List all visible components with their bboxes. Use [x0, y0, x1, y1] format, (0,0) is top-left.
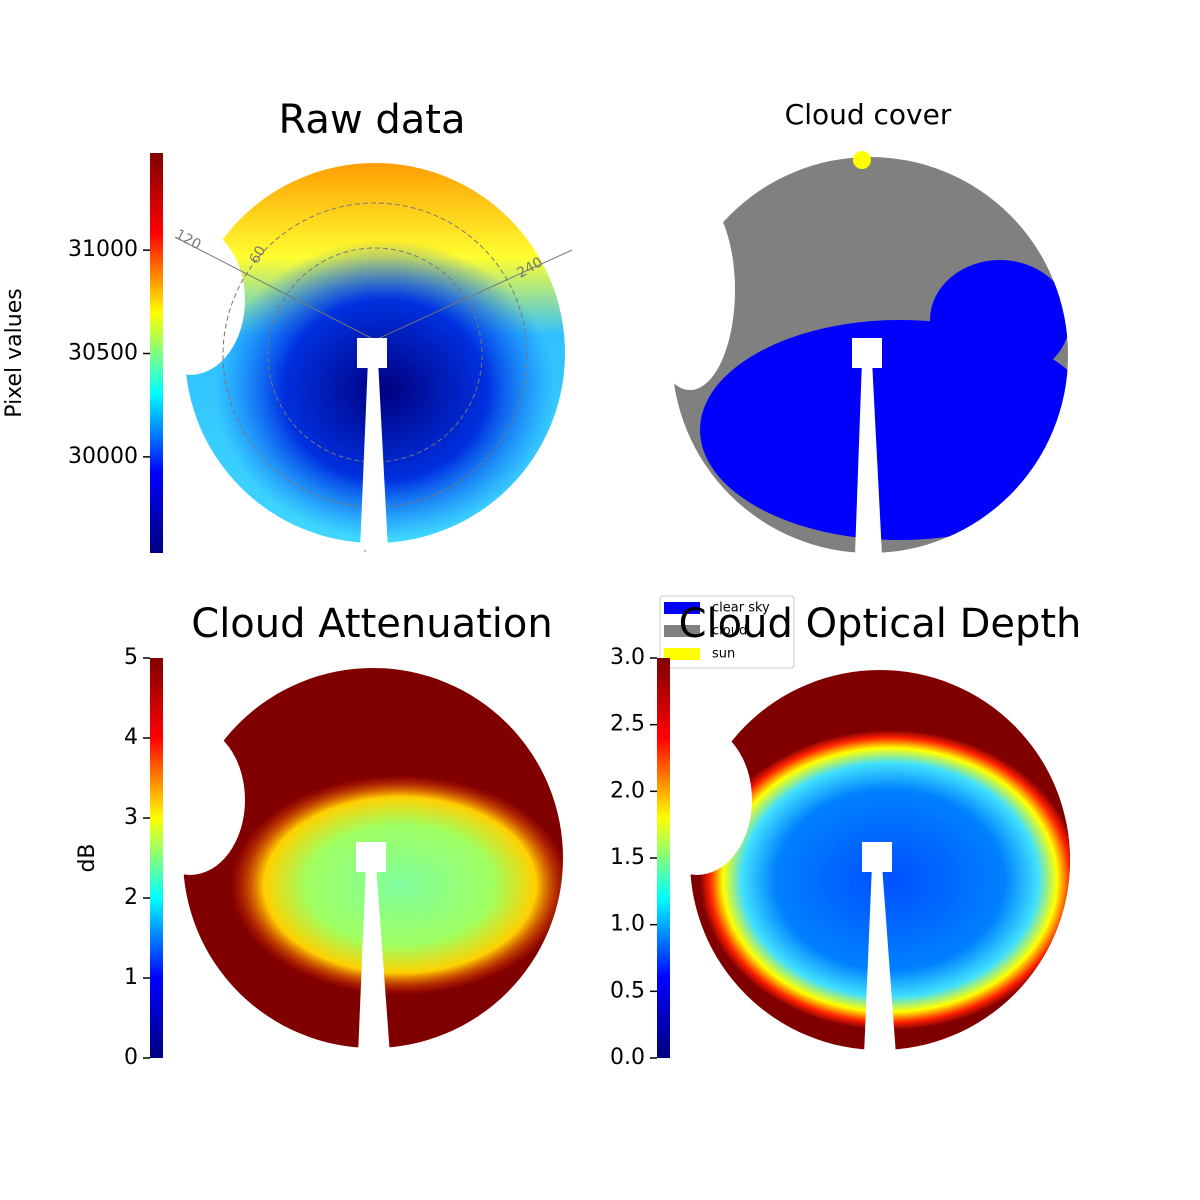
sun-marker: [853, 151, 871, 169]
tick-label: 30500: [68, 341, 138, 366]
legend-label: sun: [712, 647, 735, 662]
tick-label: 0.5: [610, 978, 645, 1003]
legend-label: cloud: [712, 624, 747, 639]
panel-title: Raw data: [279, 97, 466, 143]
legend-swatch: [664, 602, 700, 614]
tick-label: 5: [124, 645, 138, 670]
tick-label: 3.0: [610, 645, 645, 670]
polar-grid: [222, 202, 528, 508]
polar-line: [174, 236, 376, 341]
tick-label: 31000: [68, 237, 138, 262]
panel-title: Cloud Optical Depth: [679, 601, 1082, 647]
polar-line: [374, 249, 573, 341]
legend-swatch: [664, 648, 700, 660]
tick-label: 30000: [68, 444, 138, 469]
polar-annotation: 60: [247, 243, 270, 266]
legend-label: clear sky: [712, 601, 770, 616]
tick-label: 2.0: [610, 778, 645, 803]
tick-label: 2.5: [610, 712, 645, 737]
colorbar: [150, 153, 163, 553]
colorbar-label: Pixel values: [2, 288, 27, 417]
tick-label: 1.5: [610, 845, 645, 870]
colorbar-label: dB: [75, 843, 100, 872]
tick-label: 3: [124, 805, 138, 830]
sky-image: [672, 157, 1068, 553]
mast-mask: [356, 338, 896, 1055]
tick-label: 1: [124, 965, 138, 990]
colorbar: [150, 658, 163, 1058]
tick-label: 4: [124, 725, 138, 750]
tick-label: 0: [124, 1045, 138, 1070]
tick-label: 1.0: [610, 912, 645, 937]
panel-title: Cloud Attenuation: [191, 601, 552, 647]
colorbar: [657, 658, 670, 1058]
legend-swatch: [664, 625, 700, 637]
panel-title: Cloud cover: [785, 98, 952, 131]
tick-label: 2: [124, 885, 138, 910]
mask: [645, 190, 735, 390]
tick-label: 0.0: [610, 1045, 645, 1070]
